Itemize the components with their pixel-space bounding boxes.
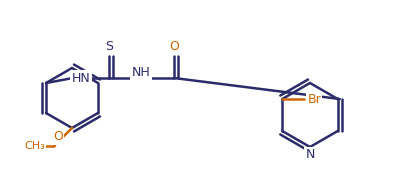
Text: N: N [305, 148, 315, 162]
Text: CH₃: CH₃ [25, 141, 45, 151]
Text: O: O [53, 130, 63, 143]
Text: O: O [169, 40, 179, 53]
Text: NH: NH [132, 66, 150, 79]
Text: S: S [105, 40, 113, 53]
Text: Br: Br [308, 92, 321, 105]
Text: HN: HN [72, 71, 90, 84]
